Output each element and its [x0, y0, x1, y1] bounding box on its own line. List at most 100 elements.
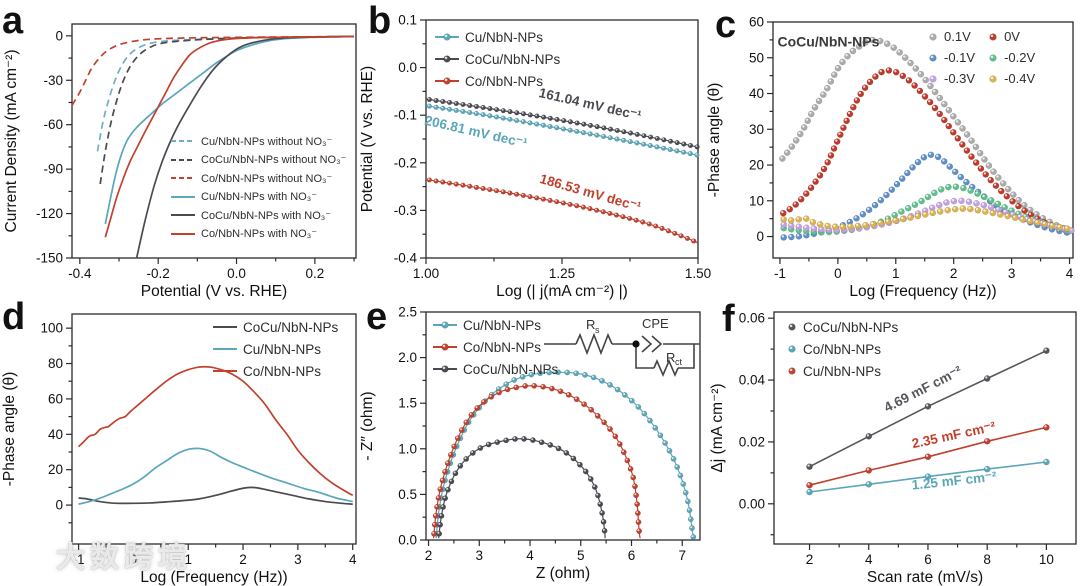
svg-text:2.0: 2.0	[398, 350, 417, 365]
series-cocu-nbn-nps-with-no-	[135, 35, 355, 259]
svg-text:20: 20	[749, 158, 764, 173]
legend-label: -0.2V	[1004, 50, 1036, 65]
svg-text:4: 4	[526, 548, 534, 563]
svg-text:2: 2	[950, 266, 958, 281]
svg-text:2: 2	[806, 552, 814, 567]
legend: Cu/NbN-NPs CoCu/NbN-NPs Co/NbN-NPs	[434, 26, 560, 92]
legend-marker-icon	[170, 191, 196, 203]
svg-text:2: 2	[425, 548, 433, 563]
cpe-label: CPE	[642, 316, 669, 331]
legend-item: Cu/NbN-NPs without NO₃⁻	[170, 132, 346, 151]
svg-text:5: 5	[577, 548, 585, 563]
series-cocu-nbn-nps	[425, 96, 700, 150]
legend-marker-icon	[434, 31, 460, 43]
series-cu-nbn-nps-with-no-	[104, 35, 355, 225]
series-cocu-nbn-nps	[78, 486, 353, 506]
legend: Cu/NbN-NPs without NO₃⁻ CoCu/NbN-NPs with…	[170, 132, 346, 243]
legend-marker-icon	[212, 321, 238, 333]
svg-text:1: 1	[892, 266, 900, 281]
y-axis-label: Δj (mA cm⁻²)	[709, 383, 726, 472]
legend-label: Cu/NbN-NPs	[463, 317, 542, 333]
legend-label: CoCu/NbN-NPs	[803, 319, 899, 335]
x-axis-label: Scan rate (mV/s)	[867, 569, 983, 586]
svg-text:-0.4: -0.4	[394, 251, 418, 266]
svg-text:-0.2: -0.2	[394, 155, 417, 170]
legend-marker-icon	[432, 363, 458, 375]
y-axis-label: Current Density (mA cm⁻²)	[3, 49, 20, 232]
legend-label: CoCu/NbN-NPs	[243, 319, 339, 335]
tick-labels: 2 3 4 5 6 7 0.0 0.5 1.0 1.5 2.0 2.5	[398, 305, 686, 564]
legend-label: Co/NbN-NPs	[803, 341, 882, 357]
legend: CoCu/NbN-NPs Co/NbN-NPs Cu/NbN-NPs	[786, 316, 898, 382]
svg-text:7: 7	[678, 548, 686, 563]
svg-text:1.00: 1.00	[413, 266, 439, 281]
resistor-rct-icon	[653, 358, 679, 378]
legend-marker-icon	[987, 31, 999, 43]
annotation: 2.35 mF cm⁻²	[910, 419, 997, 451]
svg-text:0.5: 0.5	[398, 487, 417, 502]
x-axis-label: Log (Frequency (Hz))	[140, 569, 287, 586]
legend-marker-icon	[987, 52, 999, 64]
svg-text:60: 60	[749, 15, 764, 30]
chart-a-lsv: -0.4 -0.2 0.0 0.2 0 -30 -60 -90 -120 -150 Potentia…	[3, 23, 357, 300]
svg-text:0: 0	[55, 28, 63, 43]
svg-text:0.00: 0.00	[739, 496, 765, 511]
panel-d: d -1 0 1 2 3 4 0 20 40 60 80 100 Log (Frequency (Hz)…	[0, 290, 360, 586]
axis-ticks	[66, 35, 355, 264]
series-co-nbn-nps	[431, 382, 643, 539]
x-axis-label: Log (| j(mA cm⁻²) |)	[496, 283, 628, 300]
legend-item: CoCu/NbN-NPs	[432, 358, 558, 380]
svg-text:-60: -60	[43, 117, 63, 132]
svg-text:-30: -30	[43, 73, 63, 88]
legend-item: -0.4V	[987, 68, 1035, 89]
x-axis-label: Z (ohm)	[536, 565, 590, 582]
rs-label: R	[586, 317, 595, 332]
y-axis-label: -Phase angle (θ)	[1, 372, 18, 487]
legend-item: CoCu/NbN-NPs	[786, 316, 898, 338]
watermark-text: 大数跨境	[56, 542, 193, 574]
svg-text:4: 4	[349, 552, 357, 567]
panel-b: b 1.00 1.25 1.50 0.1 0.0 -0.1 -0.2 -0.3 -0.4 Log …	[359, 0, 711, 300]
chart-e-nyquist: 2 3 4 5 6 7 0.0 0.5 1.0 1.5 2.0 2.5 Z (ohm) - Z″ (ohm…	[359, 305, 701, 582]
legend-marker-icon	[170, 135, 196, 147]
legend-item: Co/NbN-NPs	[786, 338, 898, 360]
legend-label: Co/NbN-NPs with NO₃⁻	[201, 228, 318, 241]
chart-f-cdl: 2 4 6 8 10 0.00 0.02 0.04 0.06 Scan rate (mV/s) Δj…	[709, 311, 1077, 586]
legend-marker-icon	[786, 321, 798, 333]
series-cu-nbn-nps	[78, 447, 353, 506]
circuit-loop	[635, 344, 695, 369]
legend-label: Co/NbN-NPs	[243, 363, 322, 379]
legend-label: CoCu/NbN-NPs without NO₃⁻	[201, 154, 347, 167]
legend-item: -0.2V	[987, 47, 1035, 68]
legend-marker-icon	[786, 343, 798, 355]
svg-text:-0.2: -0.2	[147, 266, 170, 281]
legend-marker-icon	[434, 53, 460, 65]
tick-labels: 1.00 1.25 1.50 0.1 0.0 -0.1 -0.2 -0.3 -0.4	[394, 13, 711, 282]
legend-marker-icon	[170, 154, 196, 166]
axis-ticks	[420, 19, 699, 264]
svg-text:-0.1: -0.1	[394, 108, 417, 123]
svg-text:80: 80	[48, 356, 63, 371]
series-cu-nbn-nps	[425, 103, 700, 158]
svg-text:50: 50	[749, 50, 764, 65]
legend-label: CoCu/NbN-NPs	[463, 361, 559, 377]
svg-text:0.2: 0.2	[305, 266, 324, 281]
series-co-nbn-nps	[425, 177, 699, 244]
legend-item: Co/NbN-NPs	[434, 70, 560, 92]
svg-text:1.25: 1.25	[549, 266, 575, 281]
annotation: 1.25 mF cm⁻²	[911, 469, 998, 493]
svg-text:0.0: 0.0	[398, 60, 417, 75]
svg-text:1.0: 1.0	[398, 441, 417, 456]
legend-label: 0.1V	[944, 29, 971, 44]
panel-c: c -1 0 1 2 3 4 0 10 20 30 40 50 60 Log (Frequency (Hz…	[705, 0, 1080, 300]
legend-item: CoCu/NbN-NPs	[212, 316, 338, 338]
plot-frame	[773, 311, 1077, 545]
svg-text:3: 3	[294, 552, 302, 567]
watermark-logo-icon	[9, 542, 47, 568]
svg-text:1.50: 1.50	[685, 266, 711, 281]
svg-text:40: 40	[749, 86, 764, 101]
